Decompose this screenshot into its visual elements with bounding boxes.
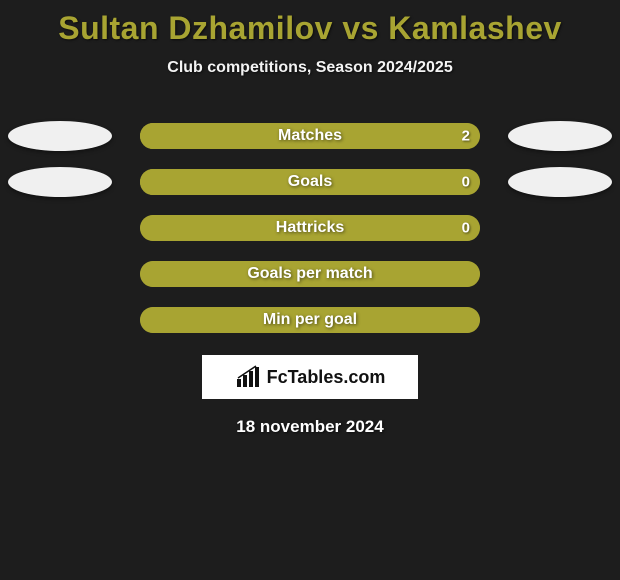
stat-bar: Matches 2 bbox=[140, 123, 480, 149]
player-right-avatar bbox=[508, 167, 612, 197]
player-left-avatar bbox=[8, 121, 112, 151]
stat-row: Matches 2 bbox=[0, 113, 620, 159]
page-title: Sultan Dzhamilov vs Kamlashev bbox=[0, 0, 620, 47]
branding-box: FcTables.com bbox=[202, 355, 418, 399]
stat-row: Goals per match bbox=[0, 251, 620, 297]
stat-bar: Goals 0 bbox=[140, 169, 480, 195]
date-line: 18 november 2024 bbox=[0, 417, 620, 437]
stat-row: Min per goal bbox=[0, 297, 620, 343]
bars-icon bbox=[235, 365, 263, 389]
stat-bar: Hattricks 0 bbox=[140, 215, 480, 241]
stat-label: Matches bbox=[278, 127, 342, 145]
comparison-chart: Matches 2 Goals 0 Hattricks 0 Goals per match M… bbox=[0, 113, 620, 343]
stat-row: Hattricks 0 bbox=[0, 205, 620, 251]
player-left-avatar bbox=[8, 167, 112, 197]
stat-bar: Min per goal bbox=[140, 307, 480, 333]
stat-label: Hattricks bbox=[276, 219, 344, 237]
stat-value-right: 0 bbox=[462, 174, 470, 191]
player-right-avatar bbox=[508, 121, 612, 151]
stat-bar: Goals per match bbox=[140, 261, 480, 287]
stat-value-right: 0 bbox=[462, 220, 470, 237]
stat-label: Goals per match bbox=[247, 265, 372, 283]
stat-label: Goals bbox=[288, 173, 332, 191]
page-subtitle: Club competitions, Season 2024/2025 bbox=[0, 59, 620, 77]
bar-left-fill bbox=[140, 169, 167, 195]
bar-left-fill bbox=[140, 123, 215, 149]
stat-value-right: 2 bbox=[462, 128, 470, 145]
branding-text: FcTables.com bbox=[267, 367, 386, 388]
stat-label: Min per goal bbox=[263, 311, 357, 329]
stat-row: Goals 0 bbox=[0, 159, 620, 205]
